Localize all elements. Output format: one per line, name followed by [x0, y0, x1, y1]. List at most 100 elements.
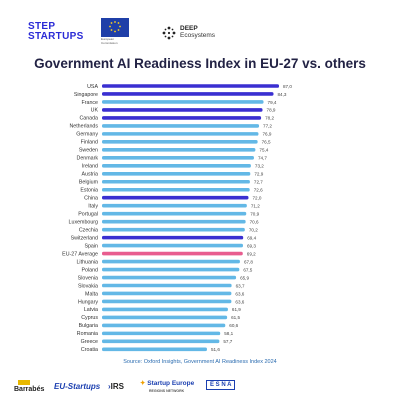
category-label: UK: [91, 108, 99, 114]
value-label: 69,3: [247, 243, 256, 248]
category-label: Switzerland: [71, 235, 98, 241]
barrabes-logo: Barrabés: [14, 380, 44, 393]
value-label: 67,8: [244, 259, 253, 264]
footer-logos: Barrabés EU-Startups ›IRS ✦ Startup Euro…: [0, 372, 400, 400]
bar: [102, 267, 240, 272]
deep-ecosystems-logo: DEEP Ecosystems: [180, 25, 215, 39]
bar: [102, 275, 237, 280]
eu-flag-icon: [101, 18, 129, 37]
bar: [102, 251, 243, 256]
bar: [102, 315, 228, 320]
bar: [102, 100, 264, 104]
bar: [102, 164, 251, 168]
value-label: 69,2: [247, 251, 256, 256]
value-label: 79,4: [268, 100, 277, 105]
category-label: EU-27 Average: [62, 251, 98, 257]
value-label: 78,9: [267, 108, 276, 113]
bar: [102, 195, 249, 200]
category-label: Luxembourg: [69, 219, 98, 225]
bar: [102, 187, 250, 192]
deep-line1: DEEP: [180, 25, 198, 32]
category-label: Germany: [76, 132, 98, 138]
bar: [102, 291, 232, 296]
irs-logo: ›IRS: [108, 382, 124, 391]
category-label: Slovakia: [78, 283, 98, 289]
value-label: 74,7: [258, 156, 267, 161]
bar: [102, 148, 256, 152]
value-label: 76,5: [262, 140, 271, 145]
bar: [102, 227, 245, 232]
value-label: 71,2: [251, 204, 260, 209]
value-label: 61,9: [232, 307, 241, 312]
header: STEP STARTUPS European Commission DEEP E…: [0, 0, 400, 50]
bar: [102, 299, 232, 304]
category-label: Sweden: [79, 148, 98, 154]
bar: [102, 259, 240, 264]
value-label: 70,2: [249, 227, 258, 232]
bar: [102, 171, 251, 176]
category-label: Italy: [88, 204, 98, 210]
category-label: Canada: [79, 116, 98, 122]
category-label: Austria: [82, 172, 99, 178]
value-label: 84,3: [278, 92, 287, 97]
value-label: 72,0: [252, 196, 261, 201]
bar: [102, 347, 207, 352]
bar: [102, 219, 246, 224]
chart-title: Government AI Readiness Index in EU-27 v…: [34, 56, 366, 71]
value-label: 60,6: [229, 323, 238, 328]
value-label: 51,6: [211, 347, 220, 352]
barrabes-icon: [18, 380, 30, 385]
value-label: 72,6: [254, 188, 263, 193]
category-label: Croatia: [81, 347, 98, 353]
logo-line1: STEP: [28, 21, 56, 32]
category-label: Hungary: [78, 299, 98, 305]
bar: [102, 116, 262, 120]
value-label: 57,7: [223, 339, 232, 344]
value-label: 78,2: [265, 116, 274, 121]
bar: [102, 179, 250, 184]
bar: [102, 323, 226, 328]
category-label: Cyprus: [81, 315, 98, 321]
value-label: 61,5: [231, 315, 240, 320]
bar: [102, 84, 279, 88]
value-label: 73,2: [255, 164, 264, 169]
eu-startups-logo: EU-Startups: [54, 382, 101, 391]
bar: [102, 235, 244, 240]
category-label: Greece: [81, 339, 98, 345]
irs-swoosh-icon: ›: [108, 382, 111, 391]
esna-logo: E S N A: [206, 380, 236, 390]
category-label: Singapore: [74, 92, 98, 98]
bar: [102, 132, 259, 136]
value-label: 76,9: [262, 132, 271, 137]
category-label: China: [84, 196, 98, 202]
value-label: 63,6: [235, 299, 244, 304]
category-label: Slovenia: [78, 275, 98, 281]
bar: [102, 283, 232, 288]
category-label: Spain: [84, 243, 98, 249]
category-label: Bulgaria: [79, 323, 98, 329]
value-label: 58,1: [224, 331, 233, 336]
bar: [102, 156, 254, 160]
value-label: 75,4: [259, 148, 268, 153]
category-label: Portugal: [78, 211, 98, 217]
category-label: Romania: [77, 331, 98, 337]
bar: [102, 124, 260, 128]
category-label: Malta: [85, 291, 98, 297]
category-label: Netherlands: [69, 124, 98, 130]
eu-caption: European Commission: [101, 37, 118, 45]
value-label: 67,5: [243, 267, 252, 272]
irs-label: IRS: [110, 382, 125, 391]
category-label: Belgium: [79, 180, 99, 186]
chart-source: Source: Oxford Insights, Government AI R…: [123, 359, 277, 365]
value-label: 63,6: [235, 291, 244, 296]
bar: [102, 339, 220, 344]
barrabes-label: Barrabés: [14, 386, 45, 393]
bar: [102, 92, 274, 96]
value-label: 69,4: [247, 235, 256, 240]
bar: [102, 203, 247, 208]
startup-europe-sub: REGIONS NETWORK: [149, 389, 185, 393]
value-label: 63,7: [236, 283, 245, 288]
category-label: Estonia: [80, 188, 98, 194]
star-icon: ✦: [140, 380, 146, 387]
